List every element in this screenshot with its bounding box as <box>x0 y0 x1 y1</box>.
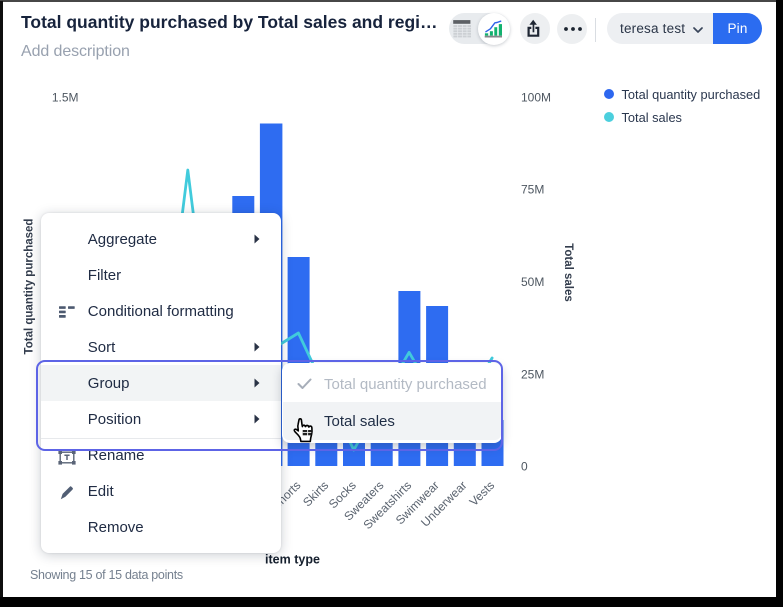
svg-text:0: 0 <box>521 460 528 474</box>
svg-text:75M: 75M <box>521 183 544 197</box>
svg-text:1.5M: 1.5M <box>52 90 79 104</box>
svg-text:100M: 100M <box>521 90 551 104</box>
svg-text:Total sales: Total sales <box>562 243 574 302</box>
svg-text:Skirts: Skirts <box>300 478 331 509</box>
svg-text:item type: item type <box>265 553 320 567</box>
svg-text:50M: 50M <box>521 275 544 289</box>
svg-text:Vests: Vests <box>467 478 498 509</box>
svg-text:Total quantity purchased: Total quantity purchased <box>24 219 36 355</box>
svg-text:25M: 25M <box>521 367 544 381</box>
